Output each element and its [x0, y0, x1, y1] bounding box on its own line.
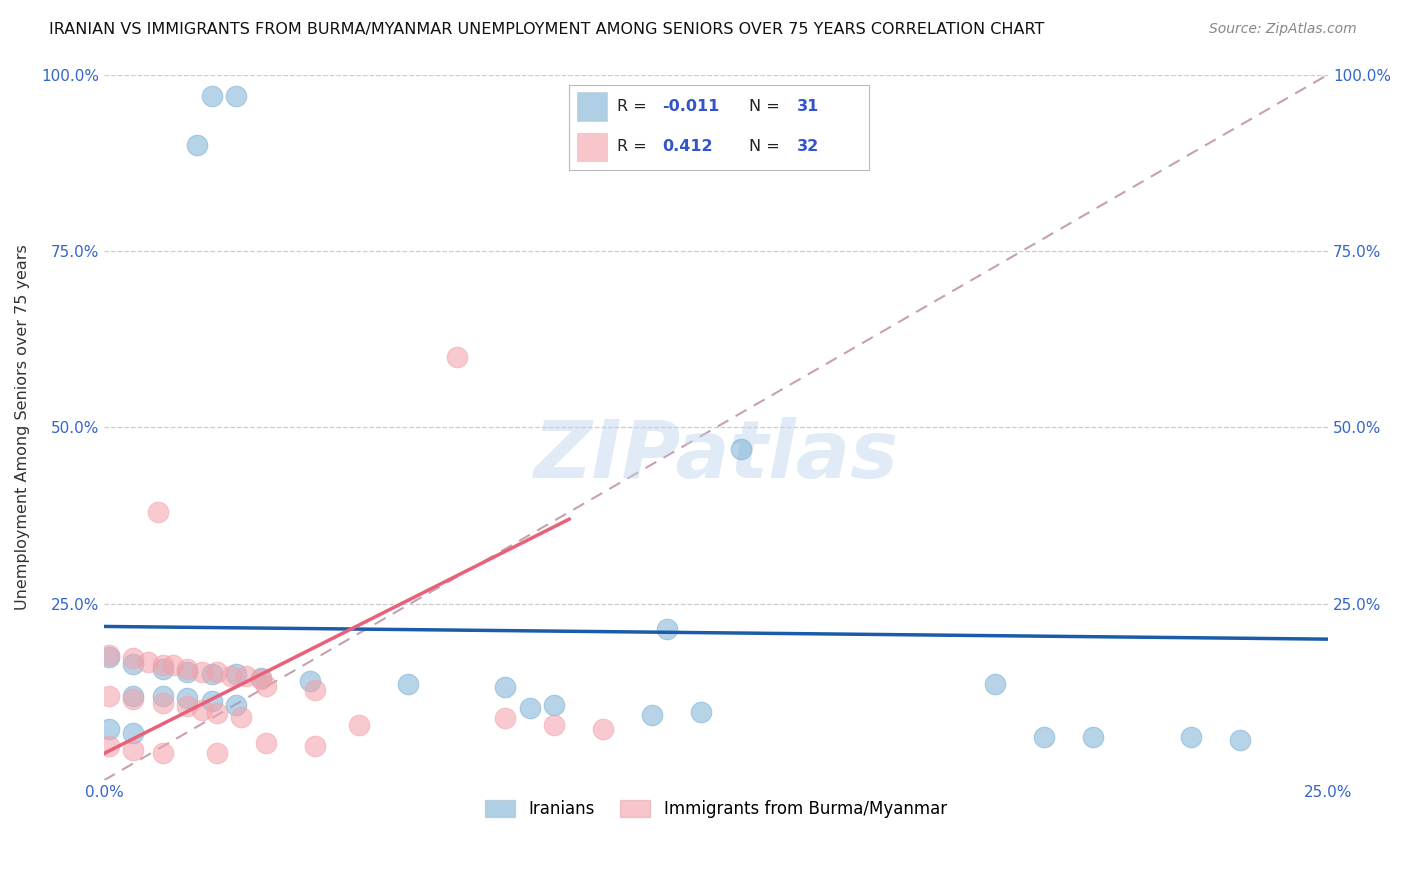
Point: [225, 667, 247, 681]
Point: [298, 674, 321, 689]
Point: [641, 708, 664, 723]
Point: [1180, 730, 1202, 744]
Point: [495, 680, 517, 694]
Point: [984, 676, 1007, 690]
Point: [162, 658, 184, 673]
Point: [97, 739, 120, 754]
Point: [201, 667, 224, 681]
Point: [176, 691, 198, 706]
Point: [152, 689, 174, 703]
Point: [191, 703, 214, 717]
Point: [152, 696, 174, 710]
Point: [229, 710, 252, 724]
Point: [690, 705, 713, 719]
Point: [97, 649, 120, 664]
Point: [201, 694, 224, 708]
Point: [592, 722, 614, 736]
Point: [225, 698, 247, 712]
Point: [235, 669, 257, 683]
Point: [396, 677, 419, 691]
Point: [176, 662, 198, 676]
Point: [122, 657, 145, 671]
Y-axis label: Unemployment Among Seniors over 75 years: Unemployment Among Seniors over 75 years: [15, 244, 30, 610]
Point: [446, 350, 468, 364]
Point: [186, 138, 208, 153]
Text: IRANIAN VS IMMIGRANTS FROM BURMA/MYANMAR UNEMPLOYMENT AMONG SENIORS OVER 75 YEAR: IRANIAN VS IMMIGRANTS FROM BURMA/MYANMAR…: [49, 22, 1045, 37]
Point: [1033, 730, 1056, 744]
Point: [146, 505, 169, 519]
Point: [122, 743, 145, 757]
Point: [219, 669, 242, 683]
Legend: Iranians, Immigrants from Burma/Myanmar: Iranians, Immigrants from Burma/Myanmar: [479, 793, 953, 825]
Point: [254, 680, 277, 694]
Point: [97, 689, 120, 703]
Point: [191, 665, 214, 680]
Point: [655, 622, 678, 636]
Point: [249, 671, 271, 685]
Point: [152, 658, 174, 673]
Point: [519, 701, 541, 715]
Point: [1229, 733, 1251, 747]
Point: [543, 718, 565, 732]
Point: [1081, 730, 1104, 744]
Point: [205, 665, 228, 680]
Point: [495, 711, 517, 725]
Point: [543, 698, 565, 712]
Text: ZIPatlas: ZIPatlas: [533, 417, 898, 495]
Point: [304, 739, 326, 754]
Point: [152, 662, 174, 676]
Point: [225, 88, 247, 103]
Point: [730, 442, 752, 456]
Point: [136, 655, 159, 669]
Point: [176, 665, 198, 680]
Point: [122, 651, 145, 665]
Point: [205, 747, 228, 761]
Point: [122, 726, 145, 740]
Point: [97, 723, 120, 737]
Point: [205, 706, 228, 721]
Text: Source: ZipAtlas.com: Source: ZipAtlas.com: [1209, 22, 1357, 37]
Point: [176, 699, 198, 714]
Point: [304, 682, 326, 697]
Point: [249, 673, 271, 687]
Point: [122, 689, 145, 703]
Point: [122, 692, 145, 706]
Point: [347, 718, 370, 732]
Point: [201, 88, 224, 103]
Point: [97, 648, 120, 662]
Point: [254, 736, 277, 750]
Point: [152, 747, 174, 761]
